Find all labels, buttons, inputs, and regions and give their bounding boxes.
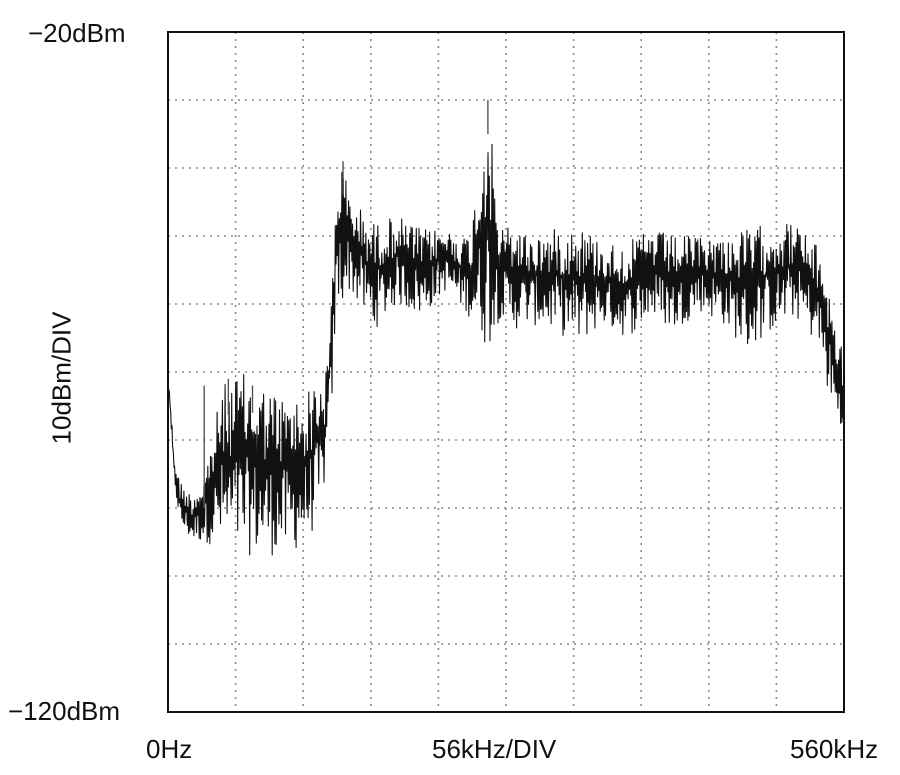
- y-axis-label: 10dBm/DIV: [46, 311, 77, 445]
- y-tick-label-top: −20dBm: [28, 18, 126, 48]
- spectrum-trace-line: [167, 143, 845, 556]
- spectrum-trace: [167, 100, 845, 556]
- x-tick-label-right: 560kHz: [790, 734, 879, 764]
- chart-grid: [168, 32, 844, 712]
- x-axis-label: 56kHz/DIV: [432, 734, 557, 764]
- x-tick-label-left: 0Hz: [146, 734, 193, 764]
- y-tick-label-bottom: −120dBm: [8, 696, 121, 726]
